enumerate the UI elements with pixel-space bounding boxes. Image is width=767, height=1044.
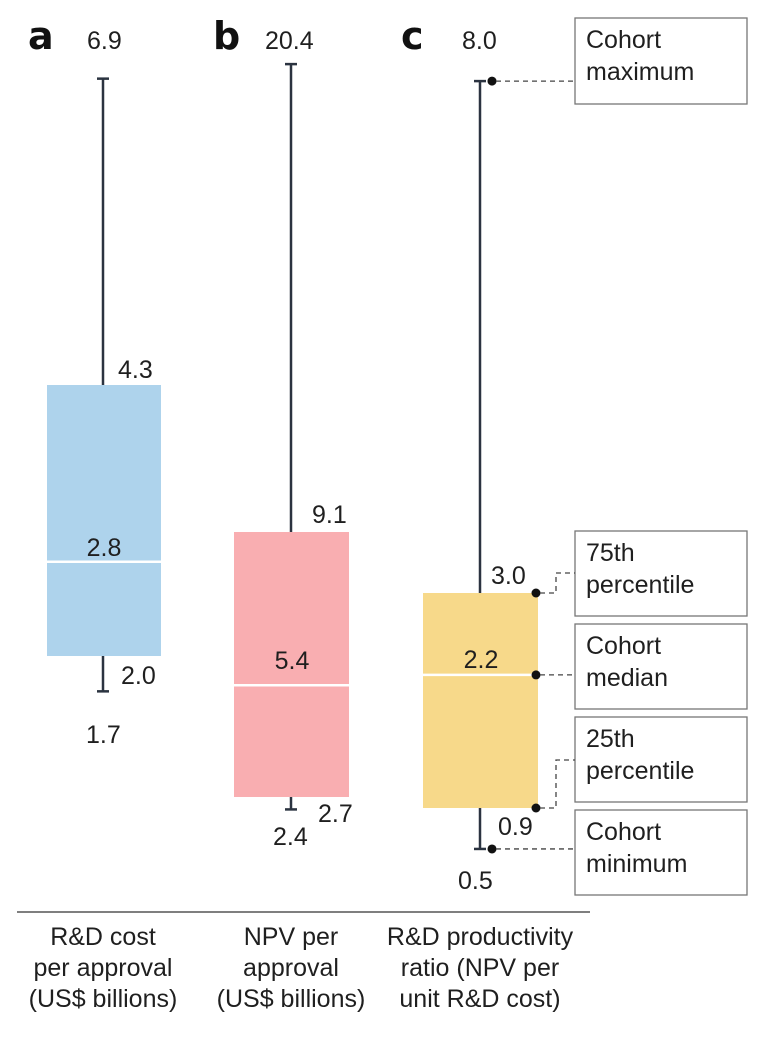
label-max-c: 8.0 — [462, 27, 497, 55]
label-median-a: 2.8 — [87, 534, 122, 562]
category-label-c-line-3: unit R&D cost) — [399, 985, 560, 1013]
label-median-c: 2.2 — [464, 646, 499, 674]
box-b — [234, 532, 349, 797]
panel-letter-c: c — [401, 14, 424, 58]
legend-box-min — [574, 809, 748, 896]
legend-dot-median — [531, 670, 541, 680]
label-max-b: 20.4 — [265, 27, 314, 55]
box-c — [423, 593, 538, 808]
legend-connector-q3 — [540, 572, 575, 594]
category-label-c-line-1: R&D productivity — [387, 923, 574, 951]
label-max-a: 6.9 — [87, 27, 122, 55]
legend-dot-q1 — [531, 803, 541, 813]
legend-text-q1-2: percentile — [586, 757, 694, 785]
legend-text-max-2: maximum — [586, 58, 694, 86]
legend-box-q3 — [574, 530, 748, 617]
legend-text-max-1: Cohort — [586, 26, 661, 54]
label-q3-c: 3.0 — [491, 562, 526, 590]
label-min-c: 0.5 — [458, 867, 493, 895]
label-q3-a: 4.3 — [118, 356, 153, 384]
legend-text-median-1: Cohort — [586, 632, 661, 660]
legend-text-q3-1: 75th — [586, 539, 635, 567]
label-min-b: 2.4 — [273, 823, 308, 851]
panel-letter-a: a — [28, 14, 54, 58]
label-q1-a: 2.0 — [121, 662, 156, 690]
box-a — [47, 385, 161, 656]
category-label-a-line-3: (US$ billions) — [29, 985, 178, 1013]
legend-box-max — [574, 17, 748, 105]
label-q1-c: 0.9 — [498, 813, 533, 841]
legend-dot-max — [487, 76, 497, 86]
label-q3-b: 9.1 — [312, 501, 347, 529]
category-label-c-line-2: ratio (NPV per — [401, 954, 559, 982]
label-q1-b: 2.7 — [318, 800, 353, 828]
panel-letter-b: b — [213, 14, 240, 58]
legend-connector-q1 — [540, 759, 575, 809]
category-label-b-line-3: (US$ billions) — [217, 985, 366, 1013]
legend-text-q3-2: percentile — [586, 571, 694, 599]
legend-box-median — [574, 623, 748, 710]
label-median-b: 5.4 — [275, 647, 310, 675]
label-min-a: 1.7 — [86, 721, 121, 749]
legend-text-q1-1: 25th — [586, 725, 635, 753]
legend-dot-min — [487, 844, 497, 854]
legend-dot-q3 — [531, 588, 541, 598]
category-label-a-line-2: per approval — [34, 954, 173, 982]
legend-text-min-1: Cohort — [586, 818, 661, 846]
category-label-b-line-1: NPV per — [244, 923, 338, 951]
legend-text-min-2: minimum — [586, 850, 687, 878]
category-label-b-line-2: approval — [243, 954, 339, 982]
legend-text-median-2: median — [586, 664, 668, 692]
legend-box-q1 — [574, 716, 748, 803]
category-label-a-line-1: R&D cost — [50, 923, 156, 951]
